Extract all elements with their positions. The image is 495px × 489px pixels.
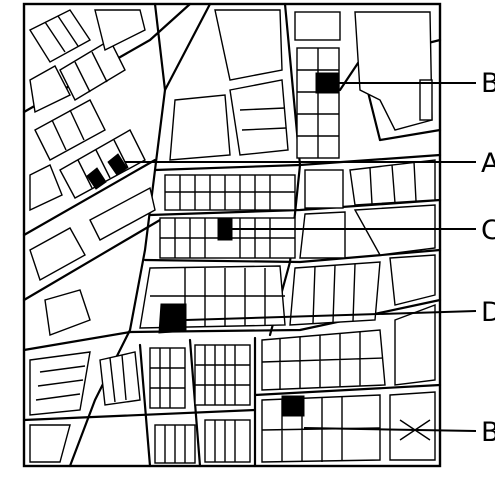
leader-D [185, 310, 477, 321]
leader-lines [125, 82, 477, 432]
map-labels: B A C D B [481, 68, 495, 448]
lot-B-bottom [281, 395, 305, 417]
lot-D [158, 303, 187, 334]
highlighted-lots [86, 72, 339, 417]
label-A: A [481, 148, 495, 179]
lot-A-2 [107, 153, 128, 176]
lot-C [217, 217, 233, 241]
lot-A-1 [86, 167, 107, 190]
lot-B-top [315, 72, 339, 94]
label-B-top: B [481, 68, 495, 99]
label-C: C [481, 215, 495, 246]
label-D: D [481, 297, 495, 328]
leader-B-bottom [303, 427, 477, 432]
label-B-bottom: B [481, 417, 495, 448]
